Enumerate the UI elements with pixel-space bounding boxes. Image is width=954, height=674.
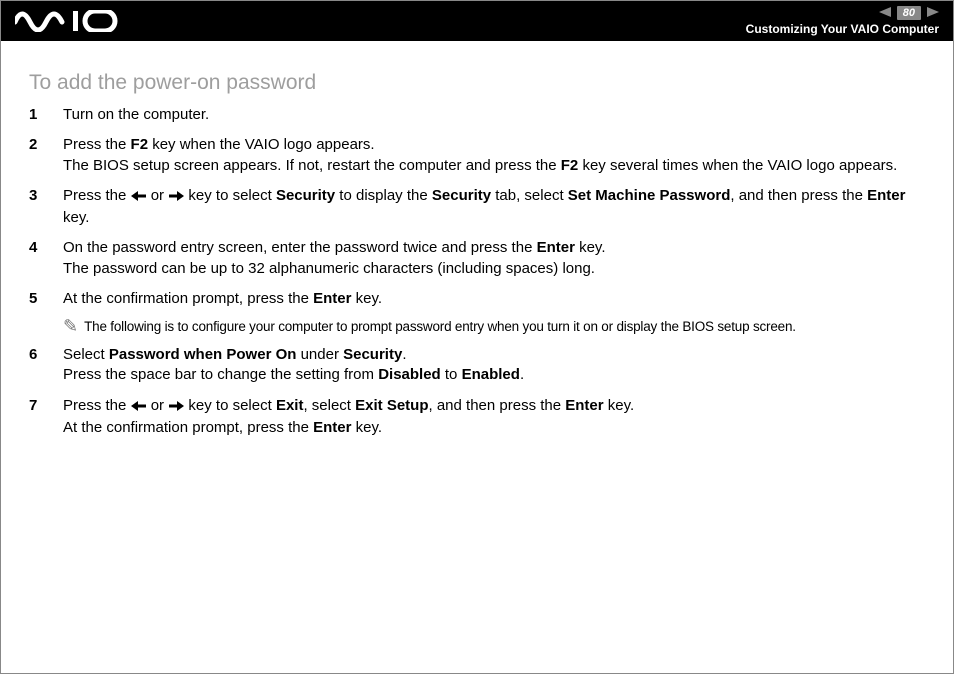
nav-prev-icon[interactable] bbox=[879, 7, 891, 19]
step-body: Press the or key to select Security to d… bbox=[63, 186, 925, 229]
step-number: 4 bbox=[29, 238, 63, 258]
note-text: The following is to configure your compu… bbox=[84, 319, 796, 334]
step-body: Turn on the computer. bbox=[63, 105, 925, 125]
step-number: 7 bbox=[29, 396, 63, 416]
chapter-title: Customizing Your VAIO Computer bbox=[746, 22, 939, 36]
vaio-logo bbox=[15, 10, 125, 32]
arrow-right-icon bbox=[168, 188, 184, 208]
step-item: 2Press the F2 key when the VAIO logo app… bbox=[29, 135, 925, 176]
step-number: 6 bbox=[29, 345, 63, 365]
step-body: Press the or key to select Exit, select … bbox=[63, 396, 925, 439]
step-number: 1 bbox=[29, 105, 63, 125]
step-number: 2 bbox=[29, 135, 63, 155]
manual-page: 80 Customizing Your VAIO Computer To add… bbox=[0, 0, 954, 674]
note-pencil-icon: ✎ bbox=[63, 317, 78, 335]
step-body: Select Password when Power On under Secu… bbox=[63, 345, 925, 386]
content-area: To add the power-on password 1Turn on th… bbox=[1, 41, 953, 438]
step-body: On the password entry screen, enter the … bbox=[63, 238, 925, 279]
step-item: 7Press the or key to select Exit, select… bbox=[29, 396, 925, 439]
step-item: 1Turn on the computer. bbox=[29, 105, 925, 125]
step-item: 6Select Password when Power On under Sec… bbox=[29, 345, 925, 386]
page-header: 80 Customizing Your VAIO Computer bbox=[1, 1, 953, 41]
nav-next-icon[interactable] bbox=[927, 7, 939, 19]
arrow-left-icon bbox=[131, 188, 147, 208]
step-number: 3 bbox=[29, 186, 63, 206]
header-right: 80 Customizing Your VAIO Computer bbox=[746, 6, 939, 36]
step-body: At the confirmation prompt, press the En… bbox=[63, 289, 925, 309]
section-title: To add the power-on password bbox=[29, 71, 925, 95]
step-item: 4On the password entry screen, enter the… bbox=[29, 238, 925, 279]
steps-list: 1Turn on the computer.2Press the F2 key … bbox=[29, 105, 925, 438]
step-item: 3Press the or key to select Security to … bbox=[29, 186, 925, 229]
step-body: Press the F2 key when the VAIO logo appe… bbox=[63, 135, 925, 176]
note-block: ✎ The following is to configure your comp… bbox=[63, 319, 925, 335]
step-item: 5At the confirmation prompt, press the E… bbox=[29, 289, 925, 309]
page-nav: 80 bbox=[879, 6, 939, 20]
step-number: 5 bbox=[29, 289, 63, 309]
page-number-badge: 80 bbox=[897, 6, 921, 20]
arrow-right-icon bbox=[168, 398, 184, 418]
arrow-left-icon bbox=[131, 398, 147, 418]
